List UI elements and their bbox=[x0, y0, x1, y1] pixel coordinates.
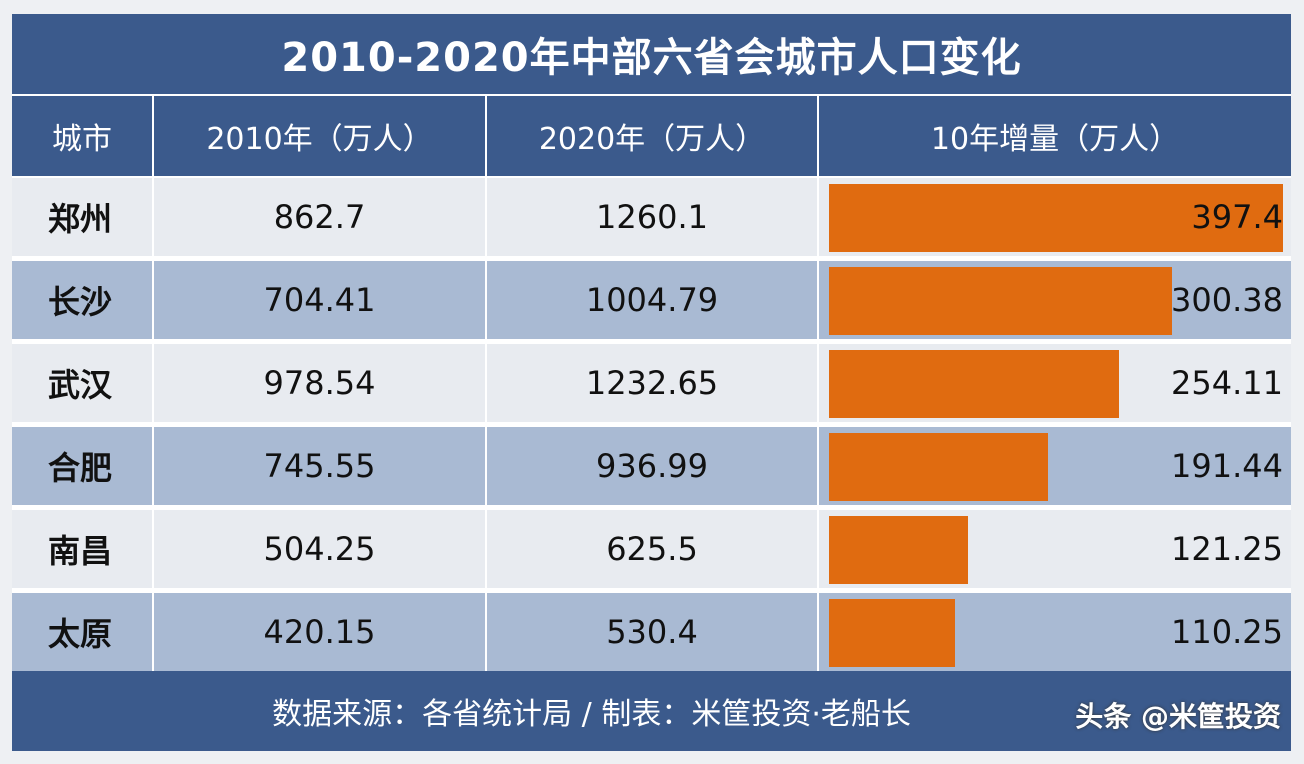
table-row: 南昌 504.25 625.5 121.25 bbox=[12, 508, 1291, 588]
increase-bar bbox=[829, 599, 955, 667]
increase-cell: 191.44 bbox=[819, 427, 1291, 505]
increase-bar bbox=[829, 516, 968, 584]
increase-cell: 254.11 bbox=[819, 344, 1291, 422]
increase-label: 397.4 bbox=[1191, 198, 1283, 236]
table-row: 武汉 978.54 1232.65 254.11 bbox=[12, 342, 1291, 422]
table-frame: 2010-2020年中部六省会城市人口变化 城市 2010年（万人） 2020年… bbox=[12, 14, 1291, 751]
header-2010: 2010年（万人） bbox=[154, 96, 487, 176]
city-cell: 郑州 bbox=[12, 178, 154, 256]
increase-label: 110.25 bbox=[1171, 613, 1283, 651]
city-cell: 长沙 bbox=[12, 261, 154, 339]
watermark: 头条 @米筐投资 bbox=[1075, 700, 1281, 733]
increase-bar bbox=[829, 433, 1048, 501]
pop-2020-cell: 936.99 bbox=[487, 427, 819, 505]
table-row: 太原 420.15 530.4 110.25 bbox=[12, 591, 1291, 671]
increase-label: 191.44 bbox=[1171, 447, 1283, 485]
pop-2010-cell: 504.25 bbox=[154, 510, 487, 588]
city-cell: 太原 bbox=[12, 593, 154, 671]
city-cell: 合肥 bbox=[12, 427, 154, 505]
header-increase: 10年增量（万人） bbox=[930, 122, 1180, 157]
increase-bar bbox=[829, 184, 1283, 252]
city-cell: 武汉 bbox=[12, 344, 154, 422]
pop-2020-cell: 1232.65 bbox=[487, 344, 819, 422]
increase-cell: 110.25 bbox=[819, 593, 1291, 671]
header-city: 城市 bbox=[12, 96, 154, 176]
pop-2020-cell: 530.4 bbox=[487, 593, 819, 671]
header-2020: 2020年（万人） bbox=[487, 96, 819, 176]
pop-2020-cell: 1004.79 bbox=[487, 261, 819, 339]
pop-2010-cell: 978.54 bbox=[154, 344, 487, 422]
increase-cell: 300.38 bbox=[819, 261, 1291, 339]
increase-label: 121.25 bbox=[1171, 530, 1283, 568]
footer: 数据来源：各省统计局 / 制表：米筐投资·老船长 bbox=[12, 671, 1291, 751]
header-row: 城市 2010年（万人） 2020年（万人） 10年增量（万人） bbox=[12, 96, 1291, 176]
pop-2010-cell: 745.55 bbox=[154, 427, 487, 505]
table-row: 郑州 862.7 1260.1 397.4 bbox=[12, 176, 1291, 256]
increase-cell: 121.25 bbox=[819, 510, 1291, 588]
city-cell: 南昌 bbox=[12, 510, 154, 588]
chart-title: 2010-2020年中部六省会城市人口变化 bbox=[12, 14, 1291, 94]
table-row: 长沙 704.41 1004.79 300.38 bbox=[12, 259, 1291, 339]
increase-cell: 397.4 bbox=[819, 178, 1291, 256]
increase-bar bbox=[829, 267, 1172, 335]
increase-bar bbox=[829, 350, 1119, 418]
pop-2010-cell: 420.15 bbox=[154, 593, 487, 671]
increase-label: 300.38 bbox=[1171, 281, 1283, 319]
table-row: 合肥 745.55 936.99 191.44 bbox=[12, 425, 1291, 505]
pop-2020-cell: 625.5 bbox=[487, 510, 819, 588]
increase-label: 254.11 bbox=[1171, 364, 1283, 402]
pop-2020-cell: 1260.1 bbox=[487, 178, 819, 256]
source-note: 数据来源：各省统计局 / 制表：米筐投资·老船长 bbox=[272, 697, 911, 732]
pop-2010-cell: 862.7 bbox=[154, 178, 487, 256]
pop-2010-cell: 704.41 bbox=[154, 261, 487, 339]
